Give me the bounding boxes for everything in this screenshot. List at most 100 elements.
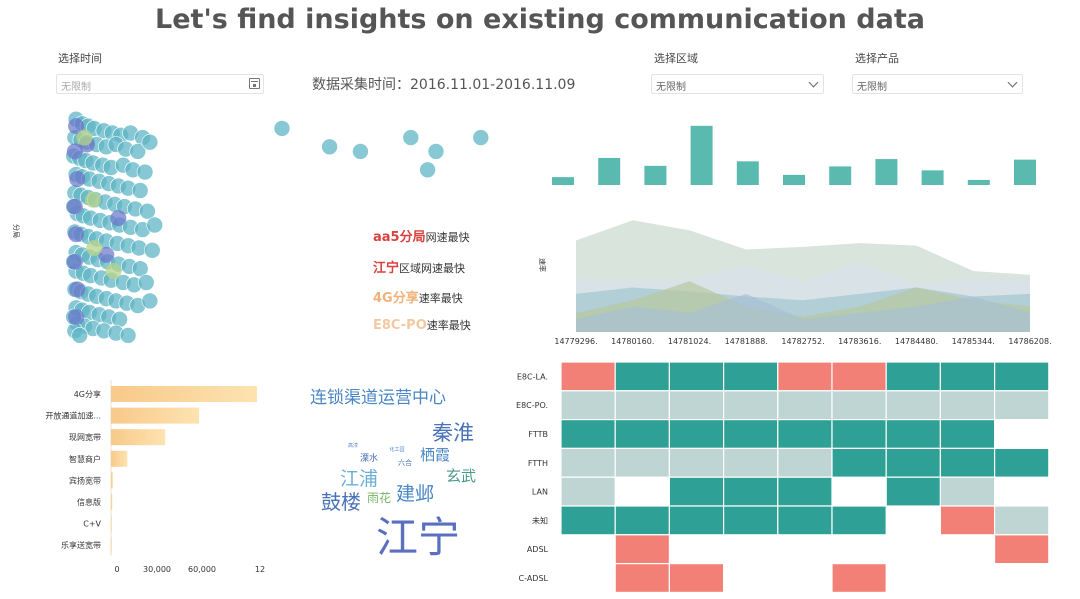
hbar-xtick: 12 — [255, 565, 265, 574]
scatter-point — [273, 120, 291, 137]
wordcloud-word: 江浦 — [340, 468, 378, 490]
scatter-point — [66, 253, 83, 270]
scatter-point — [146, 216, 163, 234]
scatter-point — [427, 143, 445, 160]
heatmap-cell — [668, 505, 725, 536]
scatter-point — [119, 327, 137, 344]
product-filter-label: 选择产品 — [855, 52, 899, 65]
heatmap-cell — [777, 505, 833, 536]
heatmap-cell — [722, 505, 779, 536]
time-filter-input[interactable]: 无限制 — [56, 74, 264, 94]
hbar-bar — [111, 450, 128, 467]
top-bar — [552, 177, 574, 185]
heatmap-cell — [560, 505, 616, 536]
top-bar — [690, 125, 713, 185]
heatmap-row-label: LAN — [532, 488, 548, 497]
area-xtick: 14779296. — [554, 337, 597, 346]
heatmap-cell — [668, 390, 725, 421]
heatmap-cell — [831, 419, 887, 450]
heatmap-cell — [939, 361, 996, 392]
wordcloud-word: 秦淮 — [432, 421, 474, 445]
scatter-point — [98, 246, 115, 263]
area-xtick: 14784480. — [895, 337, 938, 346]
hbar-category-label: 宾扬宽带 — [69, 475, 101, 485]
heatmap-cell — [560, 419, 616, 450]
insight-highlight: E8C-PO — [373, 318, 427, 333]
insight-item: aa5分局网速最快 — [373, 226, 470, 245]
heatmap-cell — [614, 562, 671, 593]
hbar-bar — [111, 494, 113, 510]
scatter-point — [141, 133, 159, 151]
heatmap-cell — [885, 361, 942, 392]
hbar-bar — [111, 515, 112, 532]
heatmap-cell — [777, 476, 833, 507]
heatmap-cell — [777, 390, 833, 421]
scatter-point — [69, 281, 86, 298]
scatter-point — [66, 198, 83, 215]
heatmap-row-label: ADSL — [527, 545, 549, 554]
page-title: Let's find insights on existing communic… — [155, 4, 925, 35]
time-filter-placeholder: 无限制 — [61, 82, 91, 93]
heatmap-cell — [722, 447, 779, 478]
scatter-point — [131, 260, 149, 278]
wordcloud-word: 雨花 — [367, 490, 391, 505]
heatmap-cell — [614, 534, 671, 565]
insight-item: 江宁区域网速最快 — [373, 257, 465, 276]
hbar-bar — [111, 472, 113, 489]
hbar-category-label: C+V — [83, 520, 101, 529]
heatmap-cell — [993, 505, 1050, 536]
area-xtick: 14781024. — [668, 337, 711, 346]
wordcloud-word: 江宁 — [376, 513, 460, 562]
scatter-point — [129, 143, 147, 160]
scatter-point — [136, 163, 154, 181]
wordcloud-word: 高淳 — [348, 442, 358, 449]
region-select[interactable]: 无限制 — [651, 74, 824, 94]
heatmap-cell — [722, 476, 779, 507]
area-xtick: 14785344. — [952, 337, 995, 346]
area-xtick: 14786208. — [1008, 337, 1051, 346]
scatter-point — [84, 191, 101, 208]
heatmap-cell — [722, 390, 779, 421]
scatter-point — [352, 143, 369, 160]
hbar-bar — [111, 386, 257, 402]
heatmap-cell — [885, 419, 942, 450]
heatmap-chart: E8C-LA. E8C-PO. FTTB FTTH LAN 未知 ADSL C-ADSL — [516, 361, 1050, 593]
top-bar — [644, 165, 667, 185]
heatmap-cell — [722, 419, 779, 450]
scatter-point — [321, 138, 338, 156]
hbar-category-label: 智慧商户 — [69, 454, 101, 464]
heatmap-row-label: C-ADSL — [519, 574, 549, 583]
heatmap-cell — [668, 476, 725, 507]
area-ylabel: 速率 — [538, 258, 547, 272]
wordcloud-word: 连锁渠道运营中心 — [310, 388, 446, 408]
area-xtick: 14782752. — [781, 337, 824, 346]
heatmap-cell — [831, 447, 887, 478]
wordcloud-word: 化工园 — [389, 446, 404, 453]
hbar-category-label: 现网宽带 — [69, 432, 101, 442]
heatmap-row-label: FTTH — [528, 459, 548, 468]
heatmap-cell — [777, 447, 833, 478]
area-xtick: 14783616. — [838, 337, 881, 346]
calendar-icon[interactable] — [249, 78, 260, 89]
insight-text: 速率最快 — [418, 292, 463, 305]
wordcloud-word: 溧水 — [360, 452, 378, 464]
heatmap-cell — [560, 476, 616, 507]
heatmap-cell — [885, 476, 942, 507]
top-bar — [829, 166, 852, 185]
heatmap-cell — [939, 390, 996, 421]
area-xtick: 14781888. — [725, 337, 768, 346]
scatter-point — [139, 202, 156, 220]
scatter-point — [111, 310, 128, 328]
insight-item: E8C-PO速率最快 — [373, 317, 471, 333]
scatter-ylabel: 分局 — [12, 224, 21, 238]
hbar-xtick: 30,000 — [143, 565, 171, 574]
product-select[interactable]: 无限制 — [852, 74, 1023, 94]
heatmap-cell — [831, 390, 887, 421]
hbar-category-label: 4G分享 — [74, 389, 101, 399]
heatmap-cell — [614, 361, 671, 392]
region-filter-label: 选择区域 — [654, 52, 698, 65]
heatmap-row-label: E8C-LA. — [517, 372, 548, 381]
scatter-point — [141, 292, 159, 310]
heatmap-cell — [777, 361, 833, 392]
